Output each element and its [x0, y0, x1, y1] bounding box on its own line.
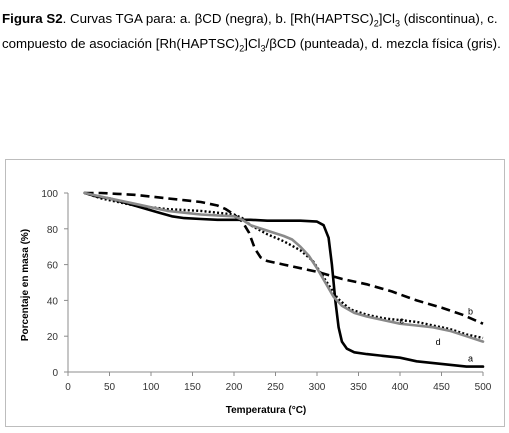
y-tick-label: 20 — [47, 332, 59, 343]
tga-chart: 0 50 100 150 200 250 300 350 400 450 500 0 20 40 60 80 1… — [5, 159, 505, 427]
caption-sub-4: 3 — [260, 43, 266, 54]
caption-text-3: (discontinua), c. compuesto de asociació… — [2, 11, 498, 51]
x-tick-label: 0 — [65, 382, 71, 393]
caption-sub-1: 2 — [373, 18, 379, 29]
series-label-d: d — [436, 337, 441, 347]
caption-sub-2: 3 — [394, 18, 400, 29]
caption-text-5: /βCD (punteada), d. mezcla física (gris)… — [265, 36, 501, 51]
x-tick-label: 150 — [184, 382, 201, 393]
series-line-d — [83, 191, 485, 343]
y-tick-label: 0 — [52, 368, 58, 379]
y-tick-label: 40 — [47, 296, 59, 307]
tga-chart-svg: 0 50 100 150 200 250 300 350 400 450 500 0 20 40 60 80 1… — [20, 189, 492, 416]
series-line-a — [83, 191, 485, 368]
x-tick-label: 400 — [392, 382, 409, 393]
x-tick-label: 300 — [309, 382, 326, 393]
x-tick-label: 200 — [226, 382, 243, 393]
x-tick-label: 50 — [104, 382, 116, 393]
caption-text-1: . Curvas TGA para: a. βCD (negra), b. [R… — [62, 11, 374, 26]
y-tick-label: 80 — [47, 225, 59, 236]
y-tick-label: 60 — [47, 261, 59, 272]
figure-caption: Figura S2. Curvas TGA para: a. βCD (negr… — [2, 6, 508, 56]
x-tick-label: 450 — [433, 382, 450, 393]
series-line-b — [84, 191, 484, 325]
series-label-a: a — [468, 353, 473, 363]
x-tick-label: 250 — [267, 382, 284, 393]
x-axis-title: Temperatura (°C) — [226, 405, 307, 416]
caption-text-2: ]Cl — [378, 11, 395, 26]
series-label-c: c — [399, 316, 404, 326]
x-tick-label: 350 — [350, 382, 367, 393]
y-tick-label: 100 — [41, 189, 58, 200]
x-tick-label: 500 — [475, 382, 492, 393]
caption-label: Figura S2 — [2, 11, 63, 26]
caption-sub-3: 2 — [239, 43, 245, 54]
x-tick-label: 100 — [143, 382, 160, 393]
series-label-b: b — [468, 307, 473, 317]
caption-text-4: ]Cl — [244, 36, 261, 51]
y-axis-title: Porcentaje en masa (%) — [20, 229, 31, 341]
